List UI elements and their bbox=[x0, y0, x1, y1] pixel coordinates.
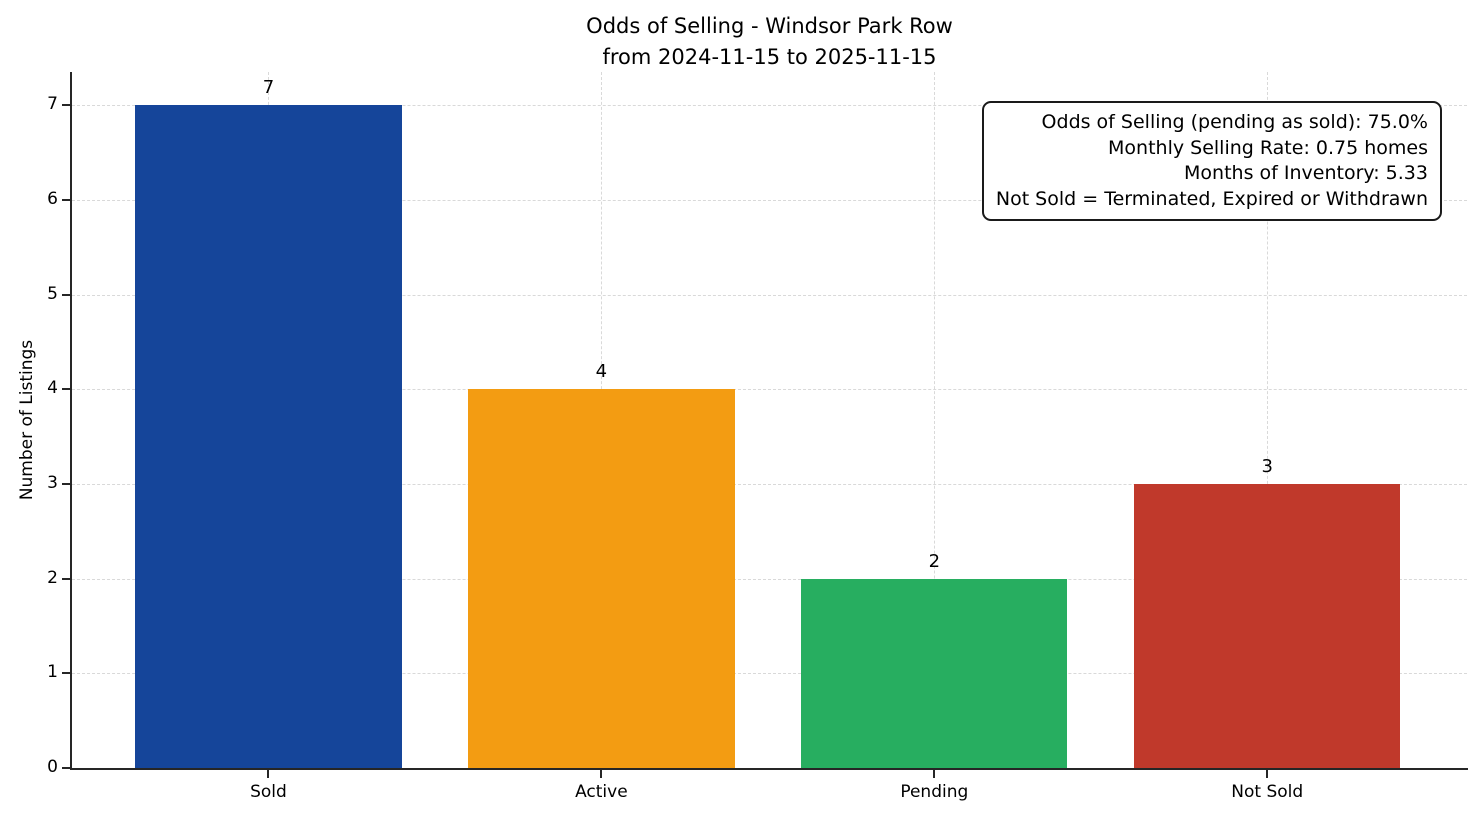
y-tick bbox=[62, 198, 70, 201]
gridline-horizontal bbox=[72, 294, 1467, 296]
gridline-horizontal bbox=[72, 199, 1467, 201]
x-tick-label: Sold bbox=[250, 782, 287, 802]
bar-value-label: 7 bbox=[262, 77, 275, 99]
y-tick bbox=[62, 482, 70, 485]
x-tick-label: Pending bbox=[900, 782, 969, 802]
gridline-vertical bbox=[934, 72, 936, 768]
annotation-line: Monthly Selling Rate: 0.75 homes bbox=[1108, 136, 1428, 159]
y-tick bbox=[62, 104, 70, 107]
gridline-horizontal bbox=[72, 389, 1467, 391]
gridline-horizontal bbox=[72, 673, 1467, 675]
bar-value-label: 4 bbox=[595, 361, 608, 383]
annotation-box: Odds of Selling (pending as sold): 75.0%… bbox=[981, 101, 1442, 221]
y-tick bbox=[62, 388, 70, 391]
x-tick-label: Not Sold bbox=[1231, 782, 1304, 802]
gridline-horizontal bbox=[72, 105, 1467, 107]
x-tick-label: Active bbox=[575, 782, 628, 802]
y-tick-label: 4 bbox=[47, 378, 58, 399]
y-tick-label: 2 bbox=[47, 567, 58, 588]
x-tick bbox=[933, 770, 936, 778]
chart-title: Odds of Selling - Windsor Park Row bbox=[586, 14, 953, 38]
gridline-vertical bbox=[1267, 72, 1269, 768]
bar bbox=[1134, 483, 1401, 768]
bar-value-label: 2 bbox=[928, 550, 941, 572]
bar bbox=[135, 105, 402, 768]
gridline-horizontal bbox=[72, 483, 1467, 485]
x-axis-spine bbox=[70, 768, 1468, 770]
chart-title-block: Odds of Selling - Windsor Park Row from … bbox=[72, 11, 1467, 73]
y-axis-spine bbox=[70, 72, 72, 768]
bar bbox=[468, 389, 735, 768]
y-tick-label: 1 bbox=[47, 662, 58, 683]
y-tick-label: 7 bbox=[47, 94, 58, 115]
y-tick bbox=[62, 577, 70, 580]
chart-subtitle: from 2024-11-15 to 2025-11-15 bbox=[602, 45, 937, 69]
gridline-horizontal bbox=[72, 578, 1467, 580]
annotation-line: Months of Inventory: 5.33 bbox=[1184, 162, 1428, 184]
annotation-line: Not Sold = Terminated, Expired or Withdr… bbox=[995, 187, 1428, 210]
y-tick-label: 0 bbox=[47, 757, 58, 777]
x-tick bbox=[600, 770, 603, 778]
y-tick-label: 6 bbox=[47, 188, 58, 209]
x-tick bbox=[267, 770, 270, 778]
y-tick-label: 5 bbox=[47, 283, 58, 304]
y-tick bbox=[62, 767, 70, 769]
plot-area: 7 4 2 3 bbox=[72, 72, 1467, 768]
x-tick bbox=[1266, 770, 1269, 778]
bar bbox=[801, 578, 1068, 768]
y-tick bbox=[62, 672, 70, 675]
annotation-line: Odds of Selling (pending as sold): 75.0% bbox=[1041, 111, 1428, 133]
bar-value-label: 3 bbox=[1261, 455, 1273, 477]
y-tick-label: 3 bbox=[47, 472, 58, 493]
y-tick bbox=[62, 293, 70, 296]
